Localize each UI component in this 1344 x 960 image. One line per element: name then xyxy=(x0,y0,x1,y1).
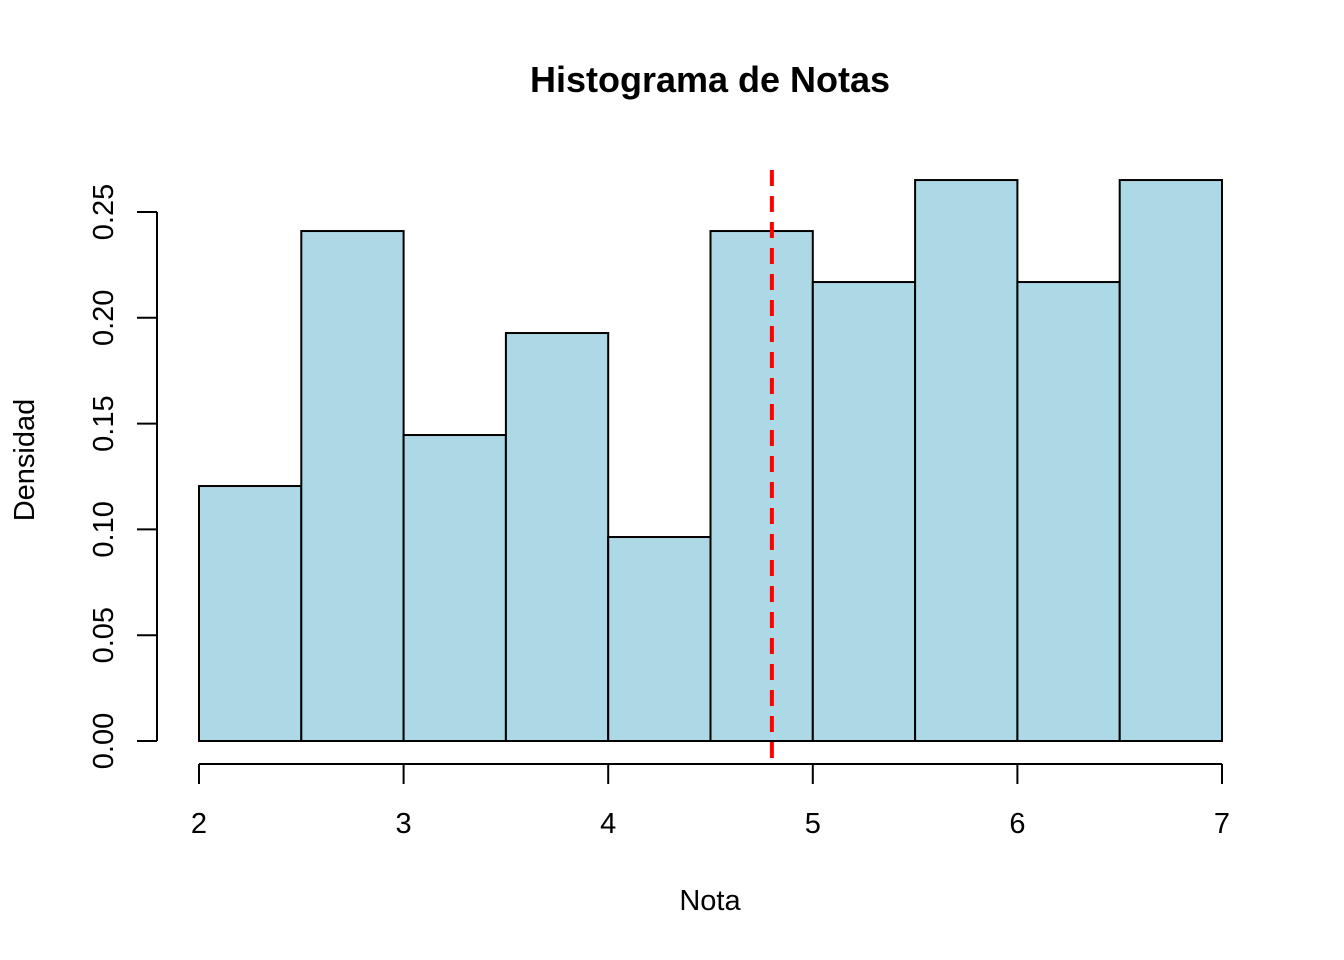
y-tick-label: 0.00 xyxy=(88,713,120,769)
x-axis: 2 3 4 5 6 7 xyxy=(191,763,1230,840)
histogram-bar xyxy=(300,230,405,742)
histogram-bar xyxy=(402,434,507,742)
y-axis: 0.00 0.05 0.10 0.15 0.20 0.25 xyxy=(88,184,158,769)
histogram-bar xyxy=(504,332,610,742)
histogram-bar xyxy=(811,281,917,742)
histogram-bar xyxy=(607,536,712,742)
x-tick-label: 4 xyxy=(600,808,616,840)
bars-group xyxy=(198,179,1223,742)
histogram-bar xyxy=(1118,179,1223,742)
y-tick-label: 0.15 xyxy=(88,395,120,451)
y-tick-label: 0.05 xyxy=(88,607,120,663)
x-tick-label: 3 xyxy=(396,808,412,840)
chart-title: Histograma de Notas xyxy=(530,59,890,100)
y-tick-label: 0.10 xyxy=(88,501,120,557)
y-tick-label: 0.20 xyxy=(88,290,120,346)
histogram-bar xyxy=(914,179,1019,742)
histogram-bar xyxy=(1016,281,1121,742)
x-tick-label: 6 xyxy=(1009,808,1025,840)
y-tick-label: 0.25 xyxy=(88,184,120,240)
histogram-bar xyxy=(709,230,814,742)
x-tick-label: 2 xyxy=(191,808,207,840)
x-axis-label: Nota xyxy=(679,885,741,917)
x-tick-label: 5 xyxy=(805,808,821,840)
histogram-bar xyxy=(198,485,303,742)
y-axis-label: Densidad xyxy=(9,399,41,522)
x-tick-label: 7 xyxy=(1214,808,1230,840)
